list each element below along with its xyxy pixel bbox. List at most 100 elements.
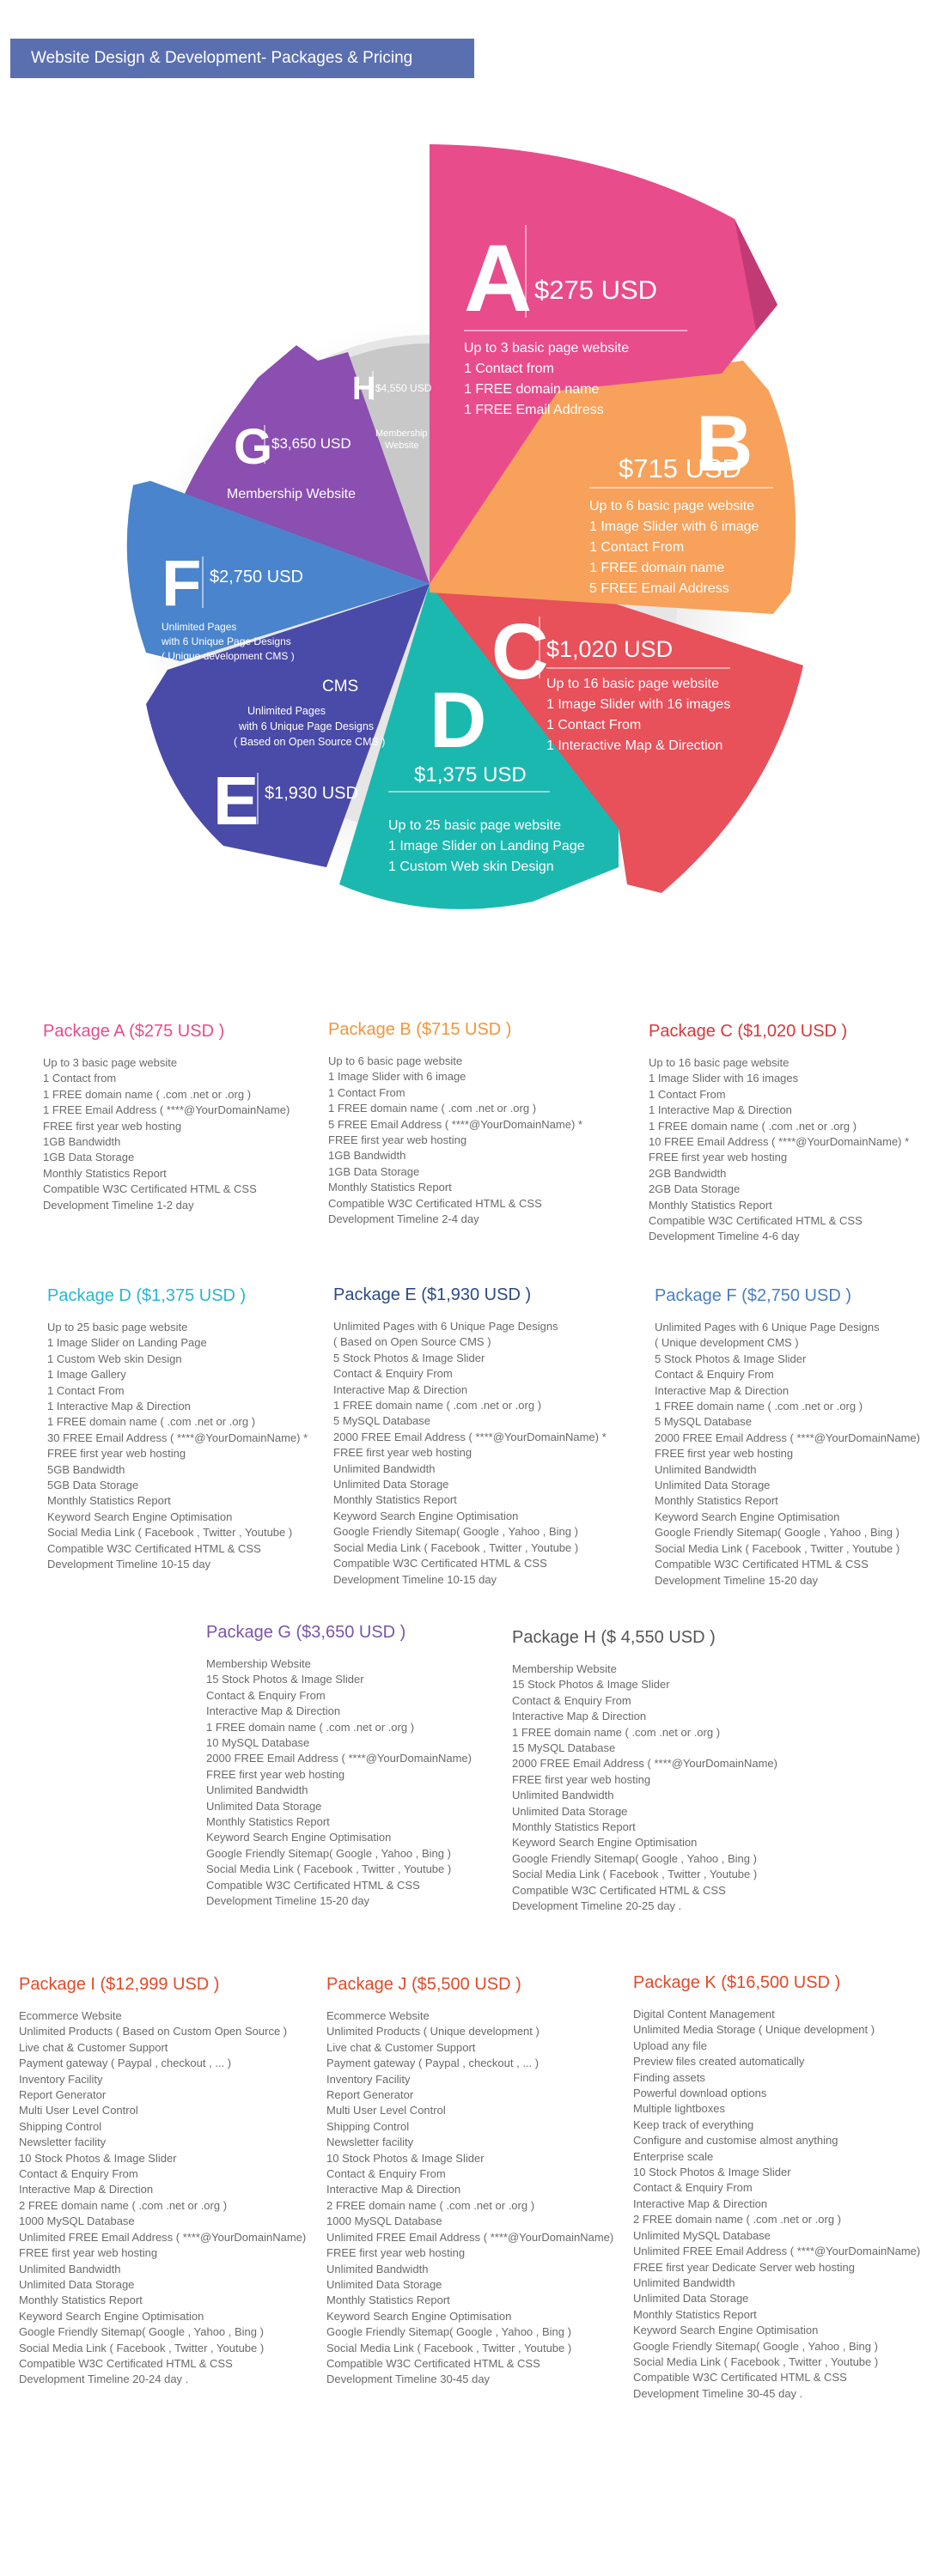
feature-list: Ecommerce Website Unlimited Products ( Ba…	[19, 2008, 306, 2388]
feature-item: Compatible W3C Certificated HTML & CSS	[19, 2356, 233, 2370]
feature-item: Social Media Link ( Facebook , Twitter ,…	[512, 1868, 758, 1881]
wedge-d-line3: 1 Custom Web skin Design	[388, 860, 554, 874]
feature-item: FREE first year web hosting	[19, 2246, 158, 2260]
package-g: Package G ($3,650 USD ) Membership Websit…	[206, 1623, 472, 1910]
feature-item: FREE first year web hosting	[206, 1767, 345, 1781]
feature-item: Keyword Search Engine Optimisation	[512, 1836, 698, 1850]
feature-item: Membership Website	[512, 1662, 617, 1675]
feature-item: 1GB Data Storage	[43, 1151, 135, 1164]
feature-item: Development Timeline 30-45 day	[326, 2372, 491, 2386]
wedge-a-fold	[735, 219, 777, 331]
wedge-d	[339, 584, 619, 909]
feature-item: Monthly Statistics Report	[655, 1494, 778, 1508]
feature-item: Monthly Statistics Report	[206, 1815, 330, 1829]
feature-item: 1GB Bandwidth	[328, 1149, 406, 1163]
wedge-f-line1: Unlimited Pages	[162, 621, 236, 633]
wedge-g-line1: Membership Website	[227, 487, 356, 501]
wedge-a-letter: A	[464, 226, 532, 331]
feature-list: Ecommerce Website Unlimited Products ( Un…	[326, 2008, 613, 2388]
feature-item: Monthly Statistics Report	[512, 1820, 636, 1834]
package-d: Package D ($1,375 USD ) Up to 25 basic pa…	[47, 1286, 308, 1573]
feature-item: 1 Image Slider on Landing Page	[47, 1336, 207, 1350]
feature-item: FREE first year web hosting	[326, 2246, 466, 2260]
wedge-e-line2: with 6 Unique Page Designs	[238, 720, 374, 732]
feature-item: 1000 MySQL Database	[19, 2215, 135, 2228]
wedge-d-letter: D	[430, 677, 486, 764]
feature-item: Google Friendly Sitemap( Google , Yahoo …	[633, 2339, 878, 2353]
wedge-d-price: $1,375 USD	[414, 763, 527, 787]
feature-item: Unlimited Data Storage	[333, 1478, 449, 1492]
feature-item: 10 Stock Photos & Image Slider	[633, 2166, 791, 2179]
feature-item: Keyword Search Engine Optimisation	[19, 2309, 204, 2323]
feature-item: 2 FREE domain name ( .com .net or .org )	[326, 2198, 535, 2212]
feature-item: Up to 3 basic page website	[43, 1056, 178, 1069]
feature-item: 1 Interactive Map & Direction	[649, 1103, 792, 1117]
feature-item: Development Timeline 20-24 day .	[19, 2372, 189, 2386]
feature-item: Compatible W3C Certificated HTML & CSS	[328, 1196, 542, 1210]
feature-item: 1 FREE domain name ( .com .net or .org )	[328, 1102, 537, 1115]
feature-item: 1 FREE domain name ( .com .net or .org )	[333, 1399, 542, 1413]
feature-item: Unlimited Data Storage	[206, 1799, 322, 1813]
wedge-e-heading: CMS	[322, 677, 358, 696]
feature-item: Development Timeline 2-4 day	[328, 1212, 479, 1226]
wedge-a-line1: Up to 3 basic page website	[464, 341, 629, 355]
wedge-a-line4: 1 FREE Email Address	[464, 403, 604, 417]
wedge-a-price: $275 USD	[534, 275, 657, 305]
feature-item: 5 MySQL Database	[655, 1415, 752, 1429]
wedge-e	[146, 584, 430, 867]
feature-item: Development Timeline 4-6 day	[649, 1230, 800, 1243]
package-c-title: Package C ($1,020 USD )	[649, 1022, 848, 1041]
wedge-b-line1: Up to 6 basic page website	[589, 499, 754, 513]
wedge-b-price: $715 USD	[619, 453, 741, 483]
package-f: Package F ($2,750 USD ) Unlimited Pages w…	[655, 1286, 920, 1589]
feature-list: Up to 6 basic page website 1 Image Slider…	[328, 1054, 582, 1227]
feature-item: Up to 16 basic page website	[649, 1056, 790, 1069]
package-b: Package B ($715 USD ) Up to 6 basic page …	[328, 1020, 582, 1227]
feature-item: Compatible W3C Certificated HTML & CSS	[655, 1558, 869, 1571]
feature-item: 2 FREE domain name ( .com .net or .org )	[19, 2198, 228, 2212]
feature-item: Social Media Link ( Facebook , Twitter ,…	[326, 2341, 572, 2354]
feature-item: Unlimited Bandwidth	[633, 2275, 735, 2289]
feature-item: 10 MySQL Database	[206, 1736, 310, 1750]
feature-item: Keyword Search Engine Optimisation	[47, 1510, 233, 1523]
feature-list: Digital Content Management Unlimited Medi…	[633, 2007, 920, 2402]
feature-item: Development Timeline 15-20 day	[655, 1573, 819, 1587]
feature-item: Up to 6 basic page website	[328, 1054, 463, 1067]
feature-item: Google Friendly Sitemap( Google , Yahoo …	[206, 1846, 451, 1860]
feature-item: Unlimited MySQL Database	[633, 2228, 771, 2242]
wedge-e-letter: E	[213, 762, 259, 839]
feature-item: Multiple lightboxes	[633, 2102, 725, 2116]
feature-item: 10 FREE Email Address ( ****@YourDomainN…	[649, 1135, 910, 1149]
feature-item: Monthly Statistics Report	[43, 1166, 167, 1180]
package-g-title: Package G ($3,650 USD )	[206, 1623, 406, 1642]
feature-item: 2GB Data Storage	[649, 1182, 741, 1196]
feature-item: Unlimited Bandwidth	[333, 1461, 436, 1475]
package-c: Package C ($1,020 USD ) Up to 16 basic pa…	[649, 1022, 909, 1245]
feature-item: 2000 FREE Email Address ( ****@YourDomai…	[655, 1431, 920, 1444]
package-j-title: Package J ($5,500 USD )	[326, 1975, 521, 1994]
pricing-wheel: A $275 USD Up to 3 basic page website 1 …	[126, 144, 803, 909]
feature-item: Unlimited Media Storage ( Unique develop…	[633, 2023, 875, 2037]
feature-item: Unlimited Bandwidth	[19, 2262, 121, 2275]
feature-item: Unlimited Data Storage	[512, 1804, 628, 1818]
feature-item: Finding assets	[633, 2070, 705, 2084]
feature-item: Unlimited Data Storage	[19, 2277, 135, 2291]
feature-item: Powerful download options	[633, 2087, 767, 2100]
feature-item: Compatible W3C Certificated HTML & CSS	[333, 1557, 547, 1571]
feature-item: Report Generator	[19, 2088, 107, 2102]
feature-item: 1 Contact From	[328, 1085, 405, 1099]
feature-item: Newsletter facility	[19, 2136, 107, 2149]
feature-item: Monthly Statistics Report	[47, 1494, 171, 1508]
feature-item: ( Unique development CMS )	[655, 1336, 799, 1350]
feature-item: 2000 FREE Email Address ( ****@YourDomai…	[333, 1430, 607, 1443]
feature-item: Interactive Map & Direction	[19, 2183, 154, 2196]
feature-item: Contact & Enquiry From	[333, 1367, 453, 1381]
feature-item: Interactive Map & Direction	[512, 1710, 647, 1723]
feature-item: Unlimited Data Storage	[655, 1479, 771, 1492]
feature-list: Up to 3 basic page website 1 Contact from…	[43, 1055, 290, 1213]
feature-item: Configure and customise almost anything	[633, 2134, 838, 2148]
feature-item: 1 Image Slider with 16 images	[649, 1072, 799, 1085]
feature-item: Monthly Statistics Report	[19, 2293, 143, 2307]
feature-item: FREE first year web hosting	[655, 1447, 794, 1461]
feature-item: FREE first year web hosting	[512, 1772, 651, 1786]
